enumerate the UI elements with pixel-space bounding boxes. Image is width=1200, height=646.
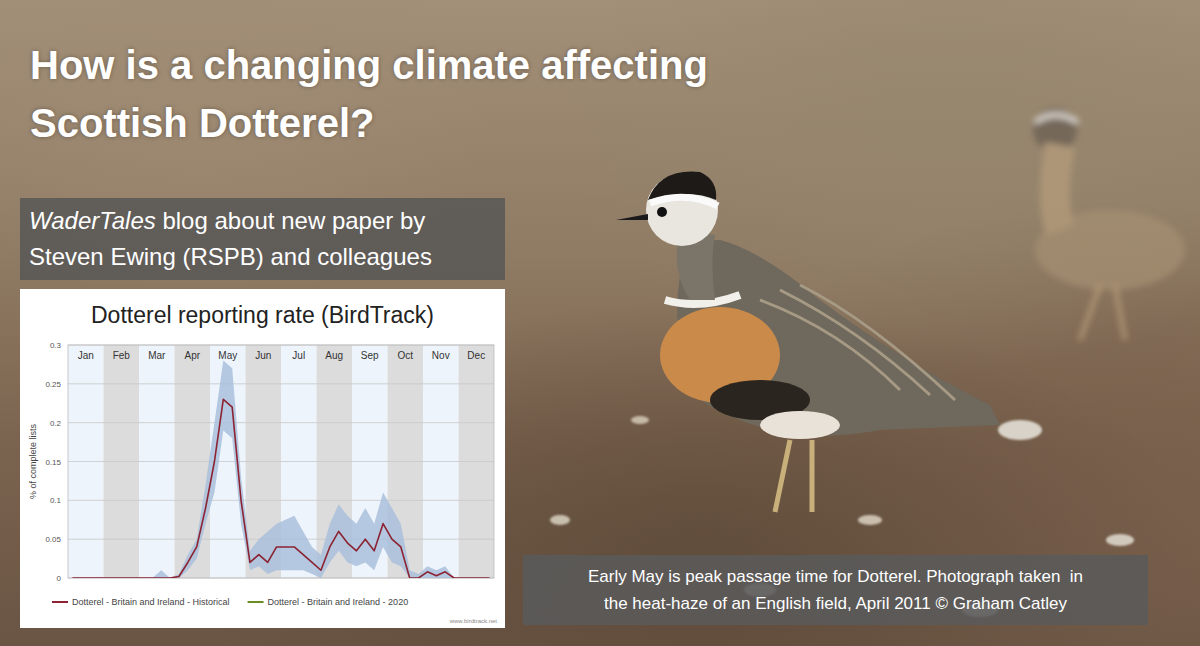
dotterel — [616, 172, 1000, 512]
legend-label: Dotterel - Britain and Ireland - 2020 — [268, 597, 409, 607]
grid-line — [68, 383, 494, 384]
x-tick-label: Jan — [78, 350, 94, 361]
caption-box: Early May is peak passage time for Dotte… — [523, 555, 1148, 625]
y-tick-label: 0.2 — [50, 419, 62, 428]
source-label: www.birdtrack.net — [449, 618, 498, 624]
blog-name: WaderTales — [29, 207, 156, 234]
subtitle-box: WaderTales blog about new paper bySteven… — [20, 198, 505, 280]
grid-line — [68, 461, 494, 462]
x-tick-label: May — [218, 350, 237, 361]
subtitle-line: Steven Ewing (RSPB) and colleagues — [29, 239, 505, 275]
chart-svg: Dotterel reporting rate (BirdTrack) Jan Fe… — [20, 289, 505, 628]
x-tick-label: Jun — [255, 350, 271, 361]
y-tick-label: 0.25 — [45, 380, 61, 389]
x-tick-label: Feb — [113, 350, 131, 361]
chart-title: Dotterel reporting rate (BirdTrack) — [91, 302, 434, 328]
y-tick-label: 0.05 — [45, 535, 61, 544]
plot-frame — [68, 345, 494, 578]
headline: How is a changing climate affectingScott… — [30, 36, 708, 152]
second-bird — [1033, 108, 1185, 340]
series-line — [72, 399, 489, 578]
x-tick-label: Aug — [325, 350, 343, 361]
chart-panel: Dotterel reporting rate (BirdTrack) Jan Fe… — [20, 289, 505, 628]
grid-line — [68, 422, 494, 423]
plot-area — [72, 361, 489, 578]
subtitle-line: WaderTales blog about new paper by — [29, 203, 505, 239]
headline-line: How is a changing climate affecting — [30, 36, 708, 94]
y-tick-label: 0.3 — [50, 341, 62, 350]
legend-swatch — [52, 601, 68, 603]
y-tick-label: 0 — [57, 574, 62, 583]
grid-line — [68, 500, 494, 501]
x-tick-label: Oct — [397, 350, 413, 361]
legend-label: Dotterel - Britain and Ireland - Histori… — [72, 597, 230, 607]
subtitle-text: blog about new paper by — [156, 207, 426, 234]
x-tick-label: Apr — [184, 350, 200, 361]
x-tick-label: Nov — [432, 350, 450, 361]
caption-line: Early May is peak passage time for Dotte… — [523, 563, 1148, 590]
confidence-band — [72, 361, 489, 578]
x-tick-label: Mar — [148, 350, 166, 361]
y-axis-label: % of complete lists — [28, 423, 38, 499]
x-tick-label: Sep — [361, 350, 379, 361]
x-tick-label: Dec — [467, 350, 485, 361]
legend-swatch — [248, 601, 264, 603]
caption-line: the heat-haze of an English field, April… — [523, 590, 1148, 617]
y-tick-label: 0.15 — [45, 458, 61, 467]
headline-line: Scottish Dotterel? — [30, 94, 708, 152]
x-tick-label: Jul — [292, 350, 305, 361]
y-tick-label: 0.1 — [50, 496, 62, 505]
